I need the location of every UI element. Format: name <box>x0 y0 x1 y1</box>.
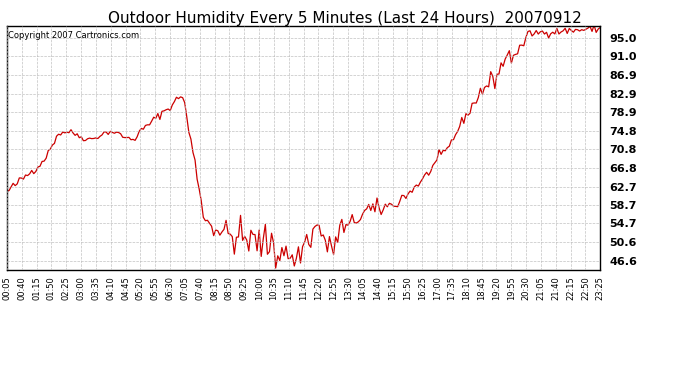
Text: Outdoor Humidity Every 5 Minutes (Last 24 Hours)  20070912: Outdoor Humidity Every 5 Minutes (Last 2… <box>108 11 582 26</box>
Text: Copyright 2007 Cartronics.com: Copyright 2007 Cartronics.com <box>8 31 139 40</box>
